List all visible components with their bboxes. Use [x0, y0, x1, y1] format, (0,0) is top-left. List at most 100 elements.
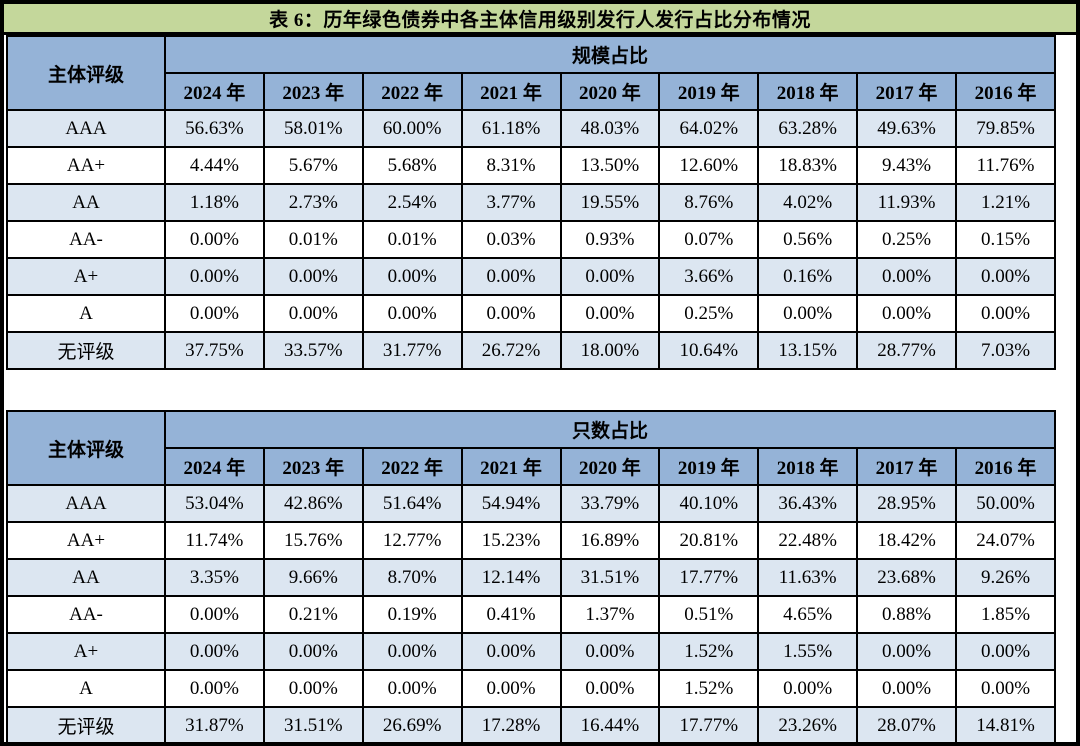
value-cell: 0.00%	[856, 294, 957, 333]
value-cell: 10.64%	[658, 331, 760, 370]
rating-cell: AA	[6, 183, 166, 222]
value-cell: 0.00%	[559, 632, 661, 671]
value-cell: 0.00%	[262, 294, 364, 333]
value-cell: 18.83%	[757, 146, 859, 185]
table-row: A 0.00% 0.00% 0.00% 0.00% 0.00% 0.25% 0.00% 0.00…	[6, 294, 1056, 333]
value-cell: 17.77%	[658, 706, 760, 742]
value-cell: 26.72%	[460, 331, 562, 370]
value-cell: 18.00%	[559, 331, 661, 370]
value-cell: 48.03%	[559, 109, 661, 148]
value-cell: 0.41%	[460, 595, 562, 634]
value-cell: 0.00%	[164, 257, 265, 296]
value-cell: 13.15%	[757, 331, 859, 370]
value-cell: 4.02%	[757, 183, 859, 222]
value-cell: 0.00%	[757, 669, 859, 708]
rating-cell: A+	[6, 257, 166, 296]
year-header: 2017 年	[856, 72, 957, 111]
rating-cell: A+	[6, 632, 166, 671]
rating-cell: AA+	[6, 521, 166, 560]
table-row: AA- 0.00% 0.01% 0.01% 0.03% 0.93% 0.07% 0.56% 0.…	[6, 220, 1056, 259]
value-cell: 0.25%	[856, 220, 957, 259]
value-cell: 0.00%	[460, 257, 562, 296]
year-header: 2022 年	[361, 447, 463, 486]
rating-cell: A	[6, 294, 166, 333]
value-cell: 64.02%	[658, 109, 760, 148]
value-cell: 14.81%	[955, 706, 1056, 742]
value-cell: 1.55%	[757, 632, 859, 671]
table-row: AA+ 11.74% 15.76% 12.77% 15.23% 16.89% 20.81% 2…	[6, 521, 1056, 560]
year-header: 2023 年	[262, 72, 364, 111]
value-cell: 23.68%	[856, 558, 957, 597]
value-cell: 0.00%	[164, 294, 265, 333]
value-cell: 0.00%	[361, 669, 463, 708]
value-cell: 12.77%	[361, 521, 463, 560]
value-cell: 53.04%	[164, 484, 265, 523]
value-cell: 0.88%	[856, 595, 957, 634]
rating-cell: AA+	[6, 146, 166, 185]
value-cell: 0.19%	[361, 595, 463, 634]
value-cell: 79.85%	[955, 109, 1056, 148]
table-row: AAA 56.63% 58.01% 60.00% 61.18% 48.03% 64.02% 6…	[6, 109, 1056, 148]
value-cell: 61.18%	[460, 109, 562, 148]
value-cell: 0.00%	[164, 220, 265, 259]
value-cell: 0.00%	[856, 632, 957, 671]
year-header: 2017 年	[856, 447, 957, 486]
value-cell: 15.76%	[262, 521, 364, 560]
value-cell: 0.56%	[757, 220, 859, 259]
year-header: 2018 年	[757, 72, 859, 111]
value-cell: 0.00%	[955, 632, 1056, 671]
value-cell: 0.00%	[559, 669, 661, 708]
value-cell: 0.00%	[559, 257, 661, 296]
year-header: 2024 年	[164, 72, 265, 111]
value-cell: 28.77%	[856, 331, 957, 370]
year-header: 2019 年	[658, 447, 760, 486]
value-cell: 0.00%	[460, 669, 562, 708]
value-cell: 1.52%	[658, 632, 760, 671]
value-cell: 0.00%	[361, 257, 463, 296]
value-cell: 40.10%	[658, 484, 760, 523]
value-cell: 28.95%	[856, 484, 957, 523]
value-cell: 31.87%	[164, 706, 265, 742]
table-row: 无评级 37.75% 33.57% 31.77% 26.72% 18.00% 10.64% 1…	[6, 331, 1056, 370]
value-cell: 0.07%	[658, 220, 760, 259]
value-cell: 36.43%	[757, 484, 859, 523]
year-header: 2018 年	[757, 447, 859, 486]
value-cell: 11.74%	[164, 521, 265, 560]
value-cell: 0.21%	[262, 595, 364, 634]
rating-cell: 无评级	[6, 331, 166, 370]
value-cell: 0.00%	[361, 632, 463, 671]
value-cell: 22.48%	[757, 521, 859, 560]
value-cell: 0.00%	[262, 669, 364, 708]
year-header: 2024 年	[164, 447, 265, 486]
value-cell: 0.00%	[955, 294, 1056, 333]
value-cell: 13.50%	[559, 146, 661, 185]
value-cell: 0.16%	[757, 257, 859, 296]
value-cell: 0.01%	[262, 220, 364, 259]
value-cell: 9.26%	[955, 558, 1056, 597]
value-cell: 0.93%	[559, 220, 661, 259]
value-cell: 0.00%	[757, 294, 859, 333]
value-cell: 50.00%	[955, 484, 1056, 523]
scale-share-table: 主体评级 规模占比 2024 年 2023 年 2022 年 2021 年 2020 年 20…	[6, 35, 1056, 370]
value-cell: 0.00%	[955, 257, 1056, 296]
year-header: 2023 年	[262, 447, 364, 486]
value-cell: 31.77%	[361, 331, 463, 370]
value-cell: 28.07%	[856, 706, 957, 742]
value-cell: 60.00%	[361, 109, 463, 148]
value-cell: 5.67%	[262, 146, 364, 185]
value-cell: 1.21%	[955, 183, 1056, 222]
value-cell: 17.77%	[658, 558, 760, 597]
rating-cell: AA	[6, 558, 166, 597]
value-cell: 1.37%	[559, 595, 661, 634]
value-cell: 56.63%	[164, 109, 265, 148]
value-cell: 19.55%	[559, 183, 661, 222]
section-header: 只数占比	[164, 410, 1056, 449]
value-cell: 0.00%	[460, 294, 562, 333]
rating-cell: AA-	[6, 595, 166, 634]
value-cell: 16.44%	[559, 706, 661, 742]
value-cell: 49.63%	[856, 109, 957, 148]
value-cell: 26.69%	[361, 706, 463, 742]
table-row: AA+ 4.44% 5.67% 5.68% 8.31% 13.50% 12.60% 18.83…	[6, 146, 1056, 185]
year-header: 2021 年	[460, 72, 562, 111]
